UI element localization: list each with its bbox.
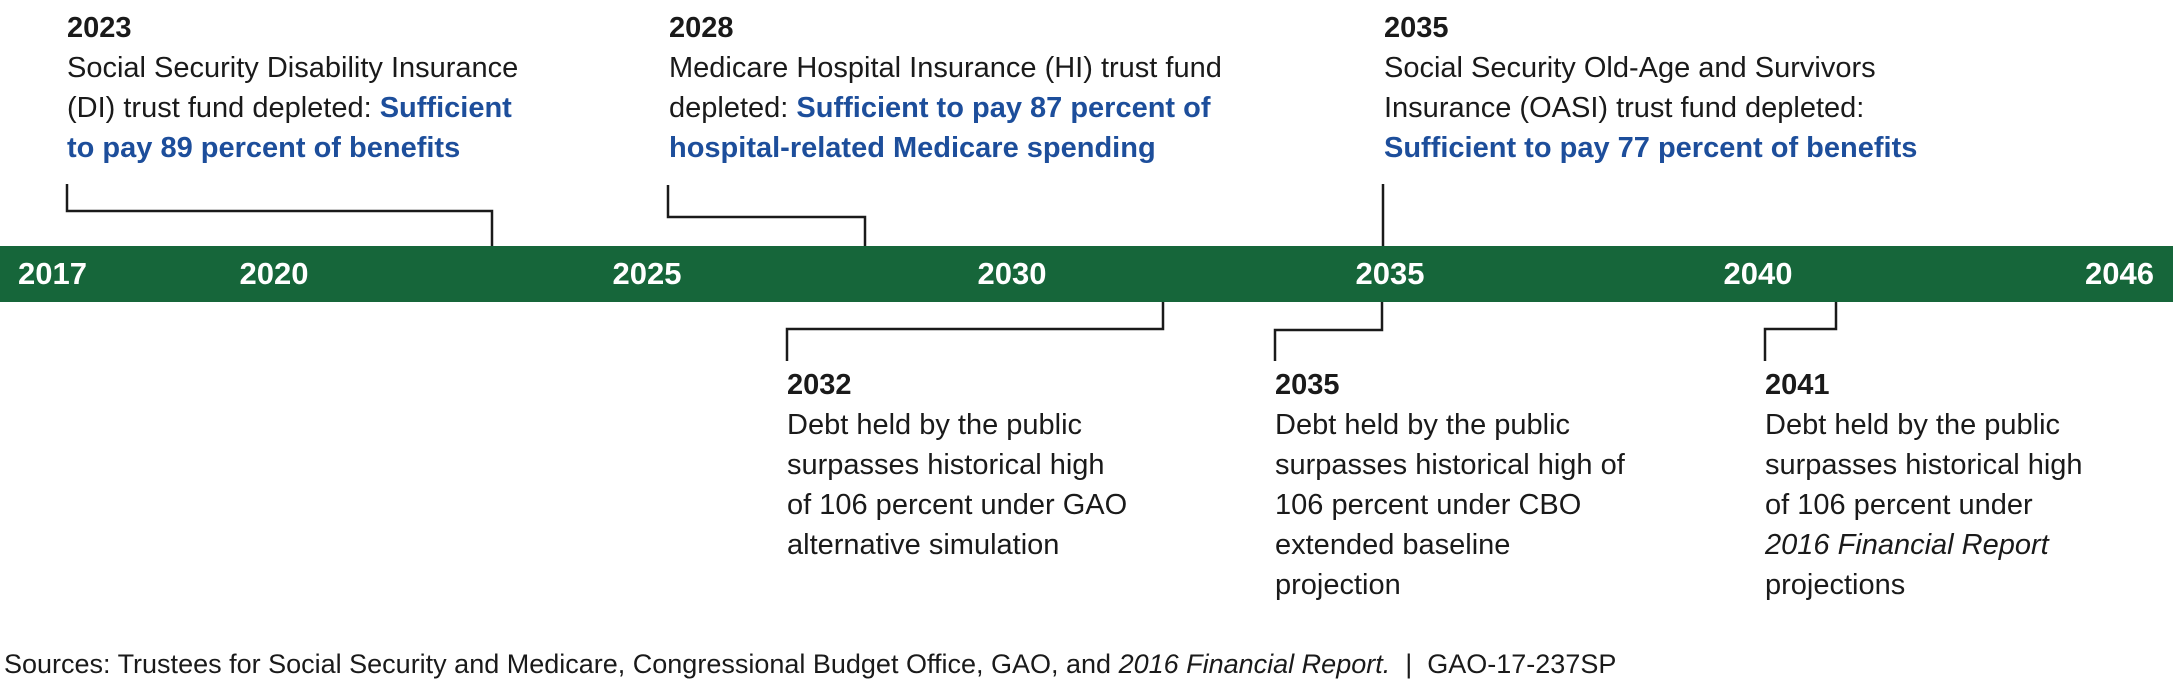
annotation-2041-debt-financial-report: 2041 Debt held by the public surpasses h… [1765,365,2083,605]
annotation-line: Social Security Old-Age and Survivors [1384,48,1917,88]
annotation-line: Sufficient to pay 77 percent of benefits [1384,128,1917,168]
annotation-year: 2041 [1765,369,1830,401]
annotation-text: (DI) trust fund depleted: [67,92,380,124]
annotation-text: of 106 percent under [1765,489,2033,521]
year-label-2046: 2046 [2085,256,2154,291]
annotation-highlight-text: hospital-related Medicare spending [669,132,1156,164]
annotation-line: to pay 89 percent of benefits [67,128,518,168]
annotation-text: depleted: [669,92,797,124]
annotation-text: projections [1765,569,1906,601]
annotation-line: Debt held by the public [1765,405,2083,445]
annotation-line: projections [1765,565,2083,605]
annotation-line: surpasses historical high [1765,445,2083,485]
year-label-2040: 2040 [1723,256,1793,291]
annotation-line: surpasses historical high of [1275,445,1625,485]
annotation-2023-di-trust-fund: 2023 Social Security Disability Insuranc… [67,8,518,168]
annotation-italic-text: 2016 Financial Report [1765,529,2049,561]
timeline-bar: 2017 2020 2025 2030 2035 2040 2046 [0,246,2173,302]
annotation-line: Medicare Hospital Insurance (HI) trust f… [669,48,1222,88]
annotation-line: of 106 percent under [1765,485,2083,525]
annotation-line: extended baseline [1275,525,1625,565]
annotation-line: (DI) trust fund depleted: Sufficient [67,88,518,128]
annotation-highlight-text: to pay 89 percent of benefits [67,132,461,164]
annotation-year: 2035 [1275,369,1340,401]
annotation-text: 106 percent under CBO [1275,489,1582,521]
connector-2035-debt [1273,301,1384,361]
annotation-line: surpasses historical high [787,445,1127,485]
annotation-2028-medicare-hi-trust-fund: 2028 Medicare Hospital Insurance (HI) tr… [669,8,1222,168]
annotation-highlight-text: Sufficient to pay 87 percent of [796,92,1211,124]
year-label-2017: 2017 [18,256,87,291]
annotation-text: Insurance (OASI) trust fund depleted: [1384,92,1865,124]
year-label-2020: 2020 [239,256,309,291]
footer-separator: | [1390,649,1428,679]
annotation-line: 106 percent under CBO [1275,485,1625,525]
annotation-text: extended baseline [1275,529,1511,561]
annotation-line: Debt held by the public [1275,405,1625,445]
report-id: GAO-17-237SP [1427,649,1617,679]
annotation-text: surpasses historical high [787,449,1105,481]
annotation-text: Social Security Old-Age and Survivors [1384,52,1876,84]
annotation-text: surpasses historical high [1765,449,2083,481]
annotation-text: Medicare Hospital Insurance (HI) trust f… [669,52,1222,84]
connector-2032-debt [785,301,1165,361]
annotation-line: Social Security Disability Insurance [67,48,518,88]
annotation-2035-debt-cbo-projection: 2035 Debt held by the public surpasses h… [1275,365,1625,605]
annotation-highlight-text: Sufficient [379,92,512,124]
annotation-text: Social Security Disability Insurance [67,52,519,84]
sources-italic-title: 2016 Financial Report. [1118,649,1391,679]
connector-2023-di [65,184,494,247]
annotation-year: 2032 [787,369,852,401]
annotation-line: Debt held by the public [787,405,1127,445]
annotation-line: hospital-related Medicare spending [669,128,1222,168]
annotation-line: projection [1275,565,1625,605]
annotation-text: surpasses historical high of [1275,449,1625,481]
annotation-text: alternative simulation [787,529,1060,561]
annotation-line: Insurance (OASI) trust fund depleted: [1384,88,1917,128]
annotation-text: of 106 percent under GAO [787,489,1128,521]
annotation-text: Debt held by the public [787,409,1083,441]
year-label-2035: 2035 [1355,256,1425,291]
annotation-highlight-text: Sufficient to pay 77 percent of benefits [1384,132,1918,164]
annotation-line: 2016 Financial Report [1765,525,2083,565]
annotation-2035-oasi-trust-fund: 2035 Social Security Old-Age and Survivo… [1384,8,1917,168]
annotation-year: 2023 [67,12,132,44]
annotation-year: 2035 [1384,12,1449,44]
annotation-2032-debt-gao-simulation: 2032 Debt held by the public surpasses h… [787,365,1127,565]
connector-2028-hi [666,185,867,247]
annotation-year: 2028 [669,12,734,44]
connector-2041-debt [1763,301,1838,361]
annotation-line: depleted: Sufficient to pay 87 percent o… [669,88,1222,128]
source-note: Sources: Trustees for Social Security an… [4,648,1616,680]
annotation-text: Debt held by the public [1275,409,1571,441]
annotation-line: of 106 percent under GAO [787,485,1127,525]
annotation-text: projection [1275,569,1401,601]
year-label-2030: 2030 [977,256,1047,291]
year-label-2025: 2025 [612,256,682,291]
sources-text: Sources: Trustees for Social Security an… [4,649,1119,679]
annotation-text: Debt held by the public [1765,409,2061,441]
annotation-line: alternative simulation [787,525,1127,565]
